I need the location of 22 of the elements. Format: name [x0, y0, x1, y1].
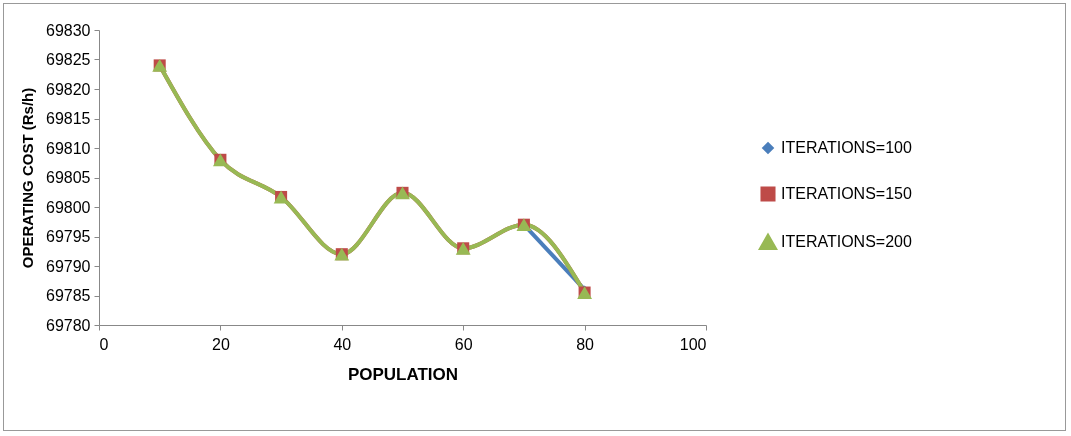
legend-label: ITERATIONS=150: [781, 185, 912, 202]
y-tick-label: 69790: [46, 257, 91, 275]
y-axis-title: OPERATING COST (Rs/h): [19, 87, 37, 269]
y-tick-label: 69800: [46, 198, 91, 216]
y-tick-label: 69810: [46, 139, 91, 157]
y-tick-label: 69815: [46, 110, 91, 127]
legend-label: ITERATIONS=100: [781, 139, 912, 156]
legend-label: ITERATIONS=200: [781, 233, 912, 250]
x-tick-label: 80: [576, 335, 595, 353]
x-tick-label: 0: [99, 335, 109, 353]
y-tick-label: 69785: [46, 287, 91, 304]
y-tick-label: 69825: [46, 51, 91, 68]
y-tick-label: 69795: [46, 228, 91, 245]
x-tick-label: 60: [454, 335, 473, 353]
y-tick-label: 69830: [46, 21, 91, 39]
x-axis-title: POPULATION: [347, 364, 459, 384]
y-tick-label: 69820: [46, 80, 91, 98]
y-tick-label: 69780: [46, 316, 91, 334]
x-tick-label: 20: [212, 335, 230, 353]
x-tick-label: 40: [333, 335, 352, 353]
x-tick-label: 100: [679, 335, 707, 353]
y-tick-label: 69805: [46, 169, 91, 186]
